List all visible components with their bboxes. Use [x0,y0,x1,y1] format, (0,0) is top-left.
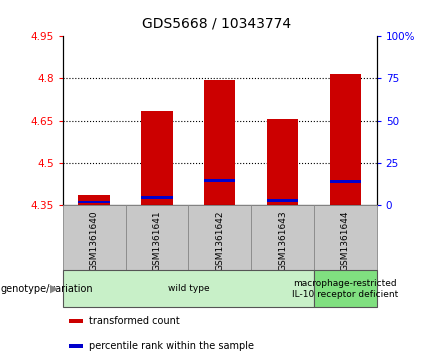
Text: GSM1361644: GSM1361644 [341,210,350,271]
Text: GSM1361642: GSM1361642 [215,210,224,271]
Bar [188,205,251,270]
Text: GSM1361641: GSM1361641 [152,210,162,271]
Text: GSM1361643: GSM1361643 [278,210,287,271]
Bar [63,205,126,270]
Text: genotype/variation: genotype/variation [0,284,93,294]
Text: ▶: ▶ [50,284,58,294]
Bar [330,180,361,183]
Bar [267,119,298,205]
Text: macrophage-restricted
IL-10 receptor deficient: macrophage-restricted IL-10 receptor def… [292,278,398,299]
Bar [78,201,110,203]
Bar [330,74,361,205]
Bar [69,319,83,323]
Text: percentile rank within the sample: percentile rank within the sample [89,341,254,351]
Bar [314,270,377,307]
Bar [141,196,173,199]
Bar [267,199,298,202]
Text: transformed count: transformed count [89,316,180,326]
Bar [126,205,188,270]
Bar [63,270,314,307]
Bar [314,205,377,270]
Bar [141,111,173,205]
Text: GSM1361640: GSM1361640 [90,210,99,271]
Bar [78,195,110,205]
Bar [251,205,314,270]
Bar [204,80,236,205]
Bar [69,344,83,348]
Text: GDS5668 / 10343774: GDS5668 / 10343774 [142,16,291,30]
Bar [204,179,236,182]
Text: wild type: wild type [168,284,209,293]
